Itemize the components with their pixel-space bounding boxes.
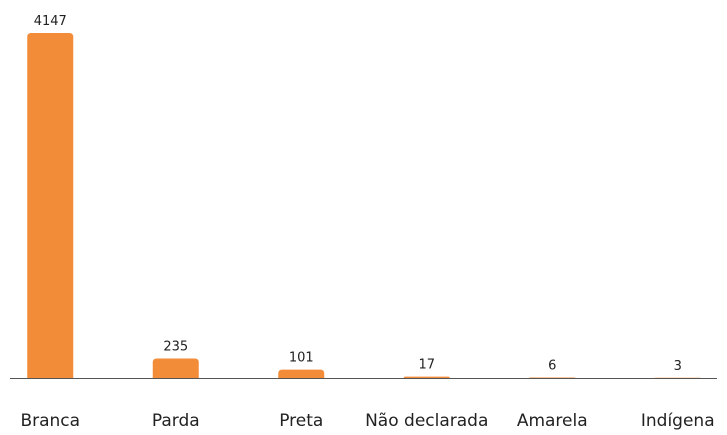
x-tick-label: Indígena <box>641 411 715 431</box>
x-tick-label: Amarela <box>517 411 588 431</box>
value-label: 17 <box>418 358 435 373</box>
x-tick-label: Branca <box>20 411 80 431</box>
bar <box>278 369 325 378</box>
value-label: 101 <box>289 351 314 366</box>
bar <box>27 33 74 378</box>
value-label: 3 <box>674 359 682 374</box>
bar <box>152 358 199 378</box>
x-tick-label: Parda <box>152 411 200 431</box>
value-label: 6 <box>548 359 556 374</box>
x-tick-label: Preta <box>279 411 323 431</box>
value-label: 235 <box>163 339 188 354</box>
value-label: 4147 <box>34 14 67 29</box>
bar <box>403 376 450 378</box>
x-tick-label: Não declarada <box>365 411 488 431</box>
